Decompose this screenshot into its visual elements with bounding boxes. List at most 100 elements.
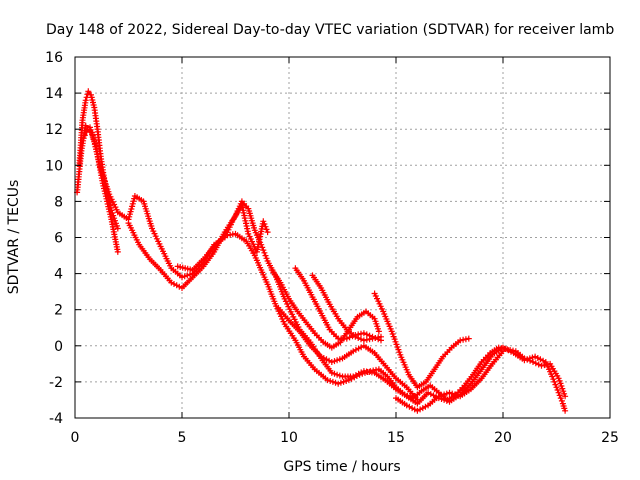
data-point [328, 369, 335, 376]
data-point [378, 333, 384, 340]
data-point [356, 371, 363, 378]
data-point [535, 361, 542, 368]
data-point [324, 377, 331, 384]
data-point [562, 407, 569, 414]
data-point [352, 333, 359, 340]
data-point [348, 375, 355, 382]
series-track-10 [393, 348, 506, 414]
data-point [343, 378, 350, 384]
data-layer [74, 88, 569, 414]
data-point [90, 135, 97, 142]
series-line [294, 267, 383, 342]
data-point [556, 392, 563, 399]
data-point [465, 335, 472, 342]
data-point [326, 357, 333, 364]
data-point [553, 384, 560, 391]
data-point [527, 357, 534, 364]
tick-layer: 0 5 10 15 20 25 -4 -2 0 2 4 6 8 10 12 14 16 [45, 50, 619, 446]
data-point [91, 137, 98, 144]
data-point [320, 355, 327, 361]
data-point [550, 376, 557, 383]
data-point [171, 281, 177, 287]
data-point [540, 357, 547, 364]
series-track-11 [275, 304, 421, 403]
data-point [551, 378, 558, 385]
data-point [350, 348, 357, 355]
y-tick-label: 10 [45, 158, 63, 174]
data-point [443, 390, 450, 397]
data-point [263, 255, 270, 262]
data-point [343, 335, 350, 342]
y-tick-label: 8 [54, 194, 63, 210]
y-tick-label: 2 [54, 303, 63, 319]
x-tick-label: 15 [387, 430, 405, 446]
y-tick-label: 6 [54, 231, 63, 247]
data-point [532, 360, 539, 367]
data-point [558, 397, 565, 404]
data-point [336, 372, 343, 379]
data-point [360, 330, 367, 337]
data-point [259, 244, 266, 251]
data-point [446, 389, 453, 396]
data-point [114, 225, 121, 232]
data-point [260, 218, 267, 225]
y-tick-label: -4 [49, 411, 63, 427]
data-point [557, 395, 564, 402]
data-point [449, 390, 456, 397]
data-point [83, 94, 90, 101]
data-point [401, 391, 408, 398]
data-point [534, 355, 541, 361]
data-point [552, 381, 559, 388]
data-point [359, 370, 366, 377]
series-track-6 [268, 267, 382, 351]
series-track-3 [80, 126, 121, 255]
data-point [500, 348, 506, 355]
data-point [417, 406, 424, 413]
data-point [521, 355, 528, 362]
data-point [327, 378, 334, 384]
series-line [373, 292, 470, 389]
data-point [524, 356, 531, 363]
data-point [562, 393, 569, 400]
y-tick-label: 12 [45, 122, 63, 138]
data-point [114, 248, 121, 255]
x-tick-label: 0 [71, 430, 80, 446]
y-tick-label: 16 [45, 50, 63, 66]
data-point [262, 223, 269, 230]
y-tick-label: -2 [49, 375, 63, 391]
y-tick-label: 0 [54, 339, 63, 355]
data-point [353, 373, 360, 379]
data-point [261, 221, 268, 227]
data-point [332, 379, 339, 386]
data-point [184, 272, 191, 279]
data-point [555, 389, 562, 396]
data-point [179, 274, 185, 281]
data-point [346, 334, 353, 341]
data-point [263, 226, 270, 233]
series-track-5 [174, 230, 569, 403]
data-point [355, 335, 362, 341]
data-point [85, 88, 92, 95]
data-point [364, 369, 371, 375]
data-point [260, 247, 267, 254]
series-track-8 [309, 272, 384, 344]
data-point [89, 132, 96, 139]
x-tick-label: 10 [280, 430, 298, 446]
x-tick-label: 25 [601, 430, 619, 446]
data-point [363, 331, 370, 338]
data-point [187, 271, 193, 278]
data-point [262, 252, 269, 259]
y-tick-label: 14 [45, 86, 63, 102]
x-axis-label: GPS time / hours [283, 459, 400, 475]
data-point [82, 122, 89, 129]
data-point [422, 403, 429, 410]
data-point [441, 391, 448, 398]
series-track-7 [292, 265, 384, 344]
data-point [92, 140, 98, 147]
data-point [427, 391, 434, 398]
data-point [414, 396, 421, 403]
data-point [336, 356, 343, 363]
data-point [375, 328, 382, 335]
